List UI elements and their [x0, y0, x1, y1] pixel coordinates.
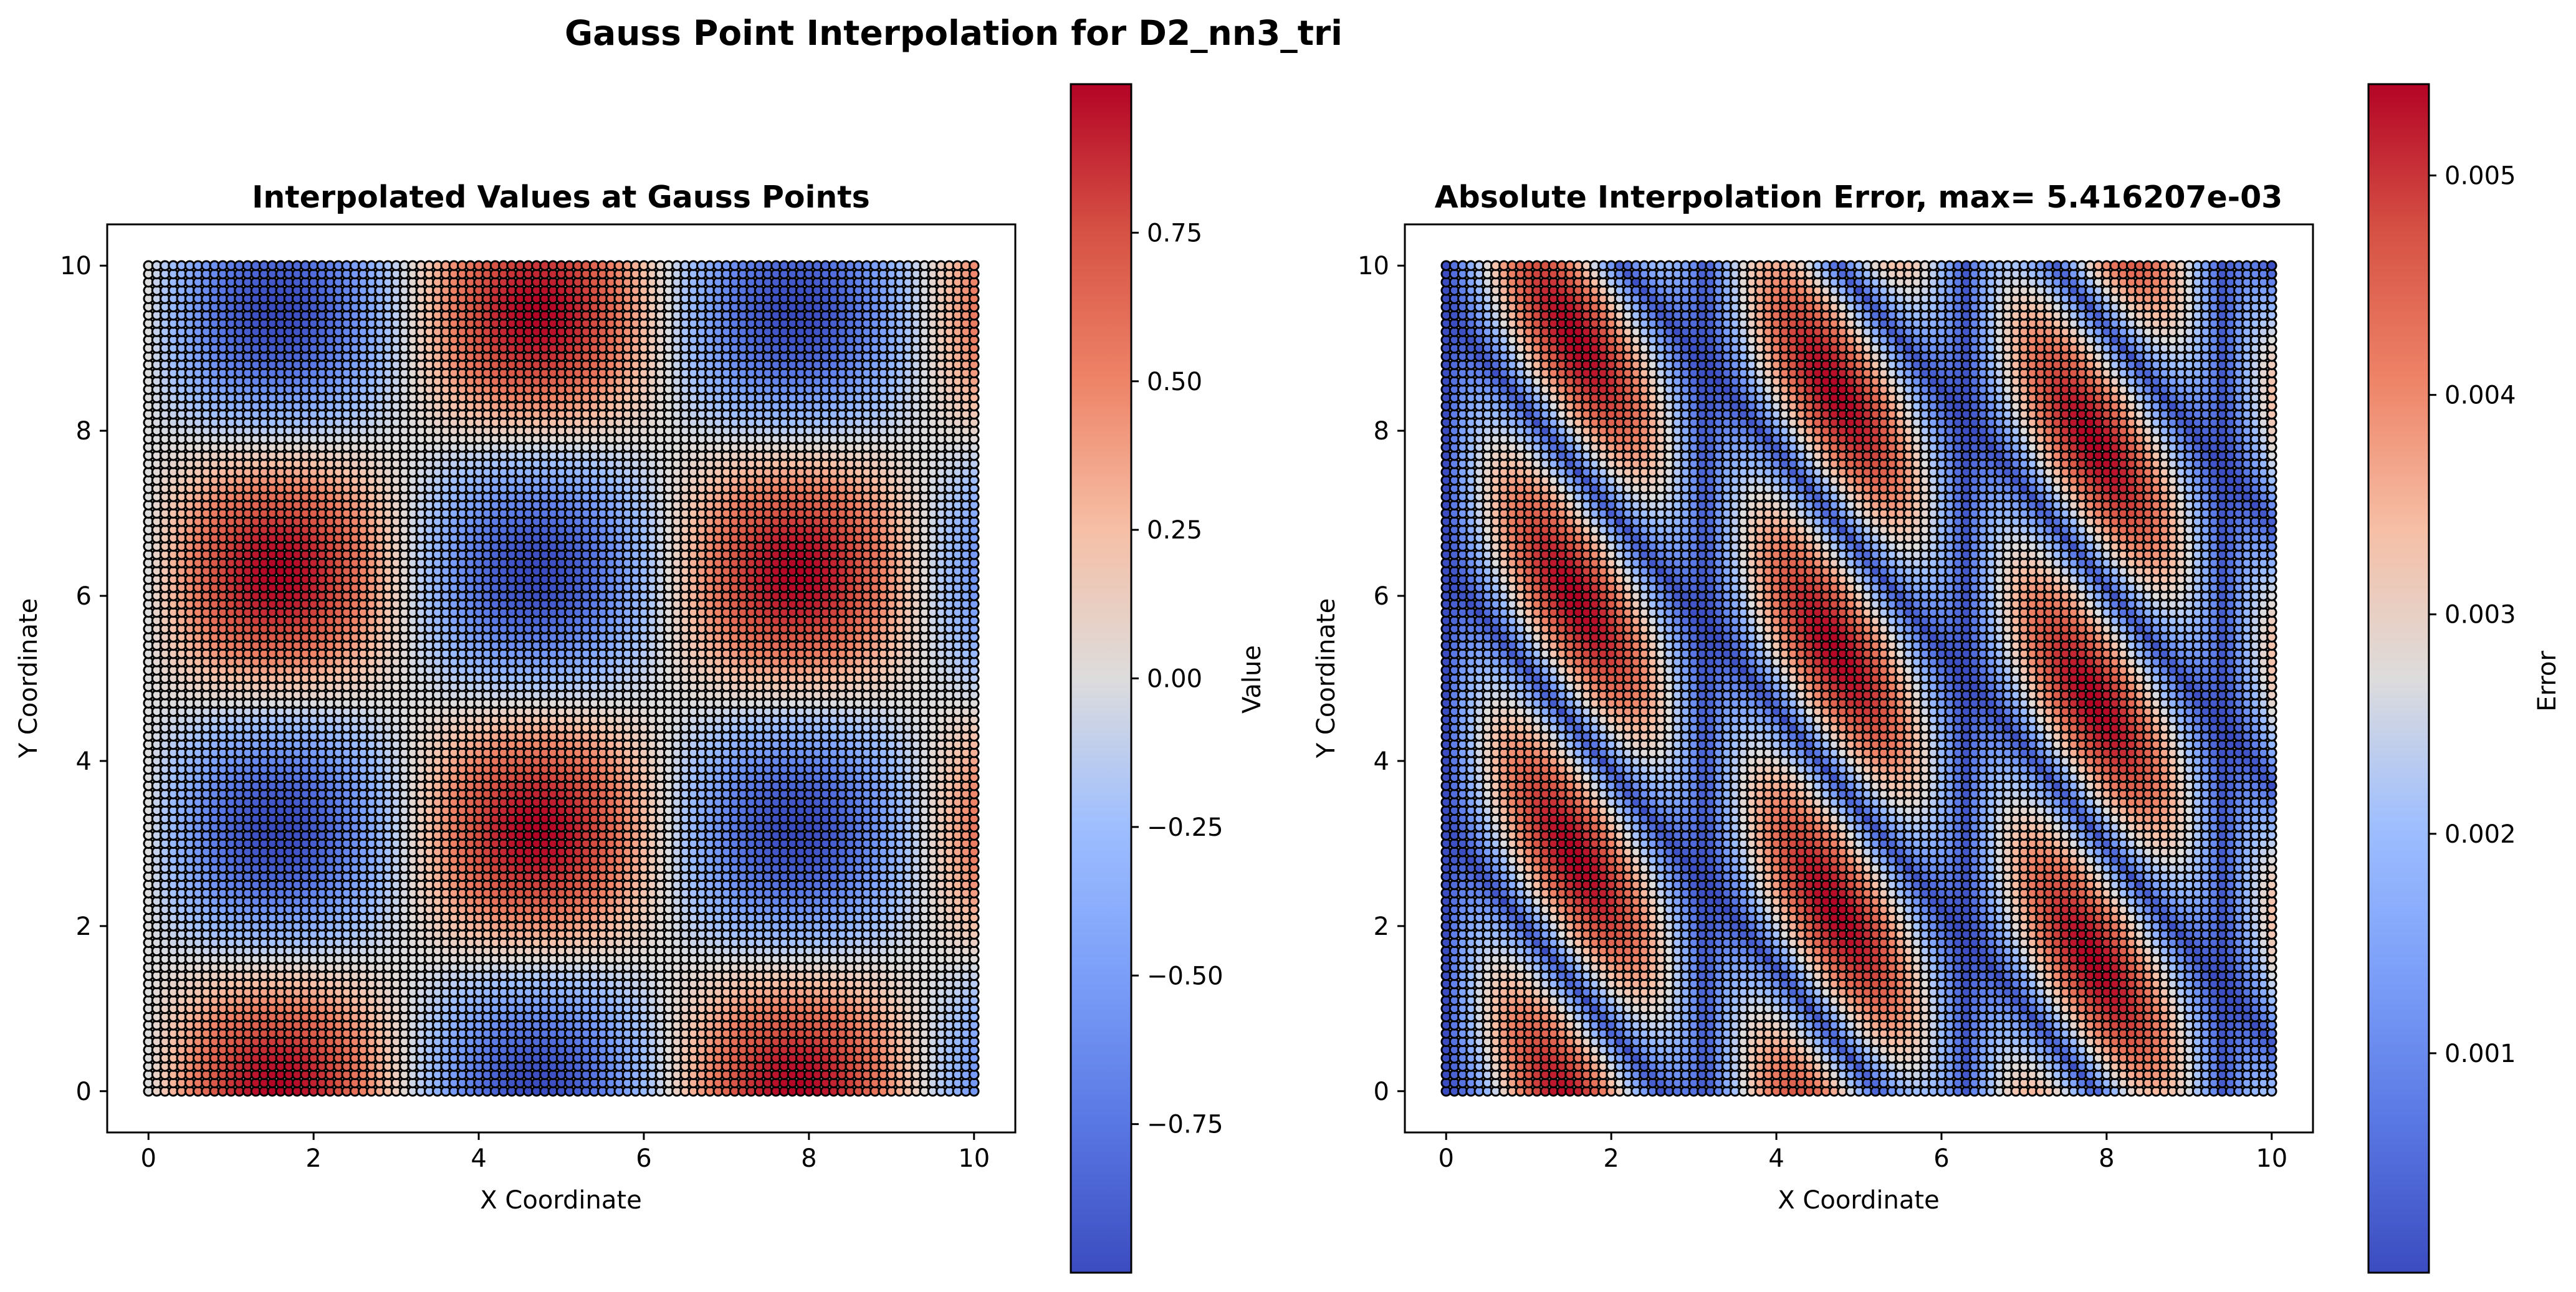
scatter-points-values [143, 260, 980, 1097]
figure-title: Gauss Point Interpolation for D2_nn3_tri [565, 13, 1343, 53]
plot-title-values: Interpolated Values at Gauss Points [252, 179, 870, 215]
